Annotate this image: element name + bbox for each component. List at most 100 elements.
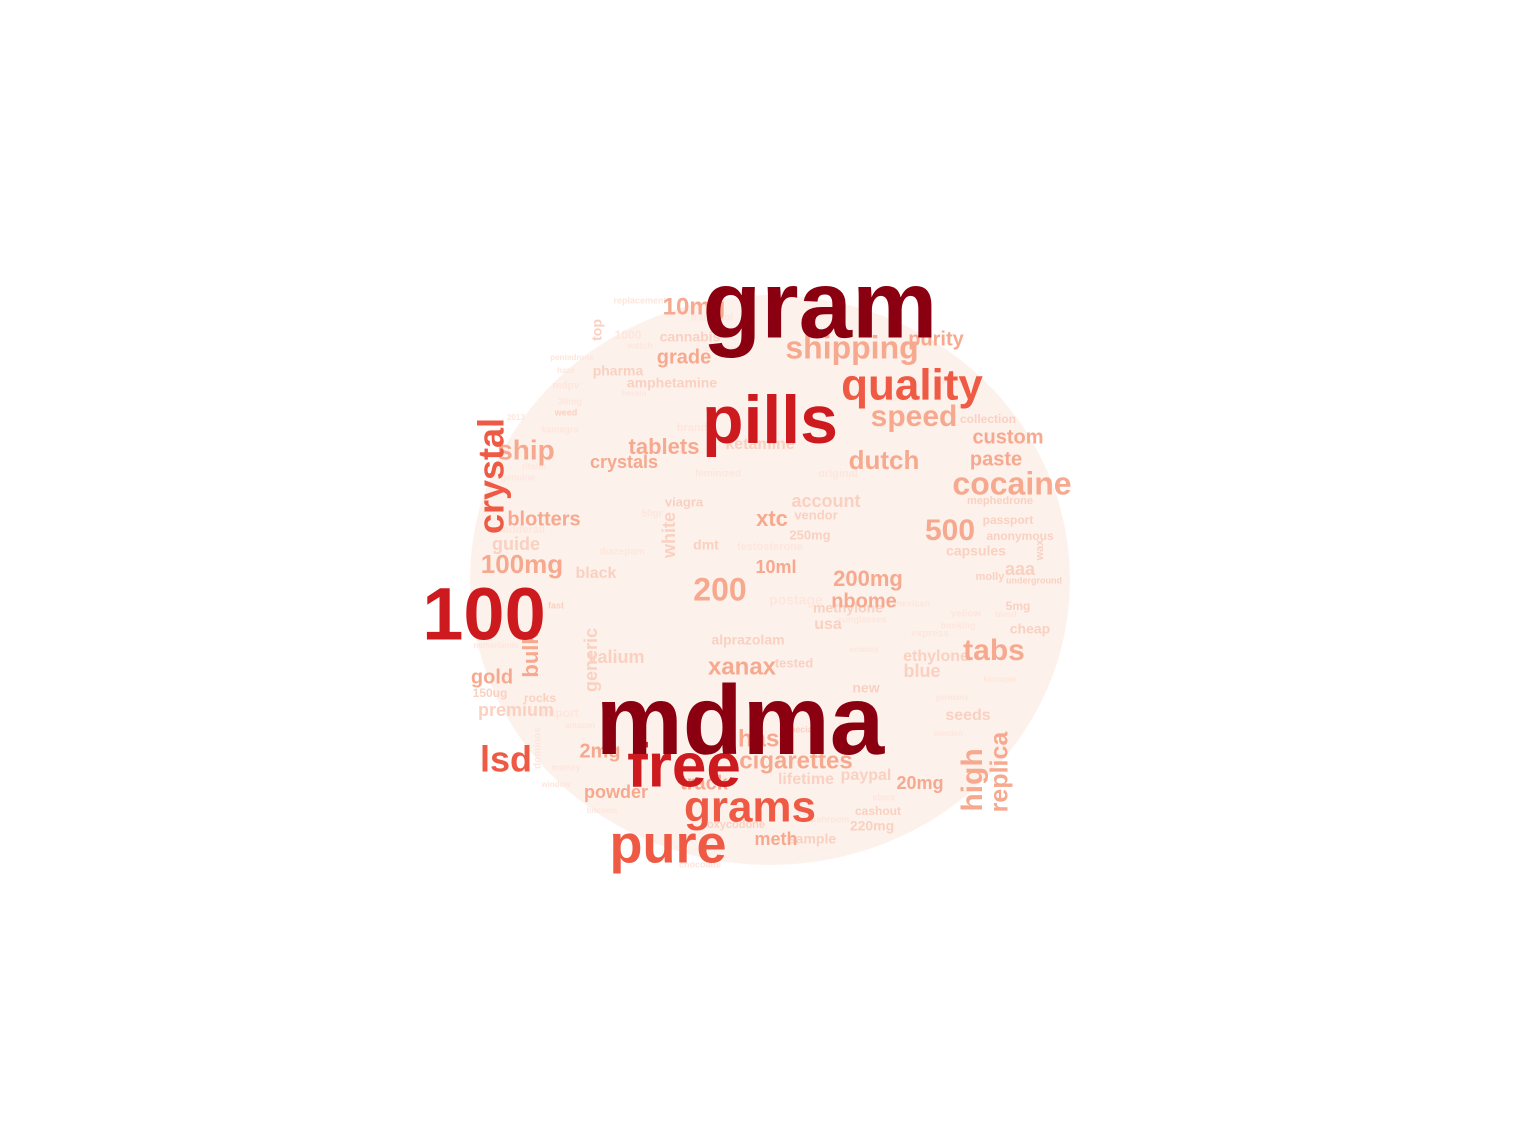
cloud-word-vendor: vendor [794, 507, 837, 522]
cloud-word-dominos: dominos [533, 727, 544, 769]
cloud-word-tabs: tabs [963, 634, 1025, 667]
cloud-word-cashout: cashout [855, 804, 901, 818]
cloud-word-lifetime: lifetime [778, 771, 834, 788]
cloud-word-cheap: cheap [1010, 621, 1050, 637]
cloud-word-wax: wax [1034, 539, 1046, 562]
cloud-word-mephedrone: mephedrone [967, 495, 1033, 507]
cloud-word-germany: germany [935, 693, 969, 702]
cloud-word-yellow: yellow [951, 609, 982, 620]
cloud-word-black: black [576, 565, 617, 582]
cloud-word-fast: fast [548, 600, 564, 610]
cloud-word-watch: watch [626, 340, 653, 350]
cloud-word-50gr: 50gr [641, 509, 662, 520]
cloud-word-20mg: 20mg [896, 773, 943, 793]
cloud-word-free: free [627, 731, 741, 800]
cloud-word-brand: brand [677, 422, 708, 434]
cloud-word-200: 200 [693, 571, 746, 607]
cloud-word-2mg: 2mg [579, 740, 620, 762]
cloud-word-paypal: paypal [841, 767, 892, 784]
cloud-word-feminized: feminized [695, 469, 741, 480]
cloud-word-adderall: adderall [503, 524, 545, 536]
cloud-word-methylone: methylone [813, 600, 883, 616]
cloud-word-aaa: aaa [1005, 559, 1036, 579]
cloud-word-blue: blue [903, 661, 940, 681]
cloud-word-klonopin: klonopin [983, 675, 1016, 684]
cloud-word-10mg: 10mg [663, 293, 726, 320]
cloud-word-high: high [956, 748, 989, 811]
cloud-word-capsules: capsules [946, 543, 1006, 559]
cloud-word-underground: underground [1006, 575, 1062, 585]
cloud-word-100: 100 [422, 573, 545, 656]
cloud-word-tramadol: tramadol [691, 313, 733, 324]
cloud-word-cocaine: cocaine [952, 465, 1071, 501]
cloud-word-passport: passport [983, 513, 1034, 527]
cloud-word-powder: powder [584, 782, 648, 802]
cloud-word-express: express [911, 629, 949, 640]
cloud-word-diazepam: diazepam [599, 547, 645, 558]
cloud-word-books: books [839, 720, 866, 730]
cloud-word-30mg: 30mg [558, 396, 582, 406]
cloud-word-crystals: crystals [590, 452, 658, 472]
cloud-word-amazon: amazon [565, 721, 595, 730]
cloud-word-sunglasses: sunglasses [837, 614, 886, 624]
cloud-word-blend: blend [995, 610, 1016, 619]
cloud-word-mushroom: mushroom [803, 814, 850, 824]
cloud-word-10ml: 10ml [755, 557, 796, 577]
cloud-word-dmt: dmt [693, 537, 719, 553]
cloud-word-mdpv: mdpv [553, 381, 580, 392]
cloud-word-xanax: xanax [708, 653, 777, 680]
cloud-word-ketamine: ketamine [725, 436, 794, 453]
cloud-word-weed: weed [554, 407, 578, 417]
cloud-word-anonymous: anonymous [986, 529, 1054, 543]
cloud-word-150ug: 150ug [473, 686, 508, 700]
cloud-word-gram: gram [703, 251, 938, 358]
cloud-word-220mg: 220mg [850, 818, 894, 834]
cloud-word-alprazolam: alprazolam [711, 632, 784, 648]
cloud-word-pure: pure [609, 814, 726, 874]
cloud-word-generic: generic [581, 628, 601, 692]
cloud-word-shipping: shipping [785, 329, 918, 365]
cloud-word-oxycodone: oxycodone [707, 819, 765, 831]
cloud-word-rocks: rocks [524, 691, 556, 705]
cloud-word-netherlands: netherlands [473, 641, 519, 650]
cloud-word-sample: sample [788, 831, 836, 847]
cloud-word-pills: pills [702, 382, 838, 458]
cloud-word-booking: booking [941, 620, 976, 630]
cloud-word-heroin: heroin [622, 389, 647, 398]
cloud-word-custom: custom [972, 426, 1043, 448]
cloud-word-xtc: xtc [756, 506, 788, 531]
cloud-word-mdma: mdma [596, 665, 886, 775]
cloud-word-valium: valium [587, 647, 644, 667]
cloud-word-speed: speed [871, 400, 958, 433]
cloud-word-genuine: genuine [501, 472, 536, 482]
cloud-word-amphetamine: amphetamine [627, 375, 717, 391]
cloud-word-mexican: mexican [894, 598, 930, 608]
cloud-word-sweden: sweden [933, 729, 962, 738]
cloud-word-collection: collection [960, 412, 1016, 426]
cloud-word-gold: gold [471, 666, 513, 688]
cloud-word-chocolate: chocolate [679, 859, 721, 869]
cloud-word-cigarettes: cigarettes [739, 747, 852, 774]
cloud-word-top: top [589, 319, 605, 341]
cloud-word-wonderland: wonderland [873, 394, 919, 403]
cloud-word-tablets: tablets [629, 434, 700, 459]
cloud-word-5mg: 5mg [1006, 599, 1031, 613]
cloud-word-white: white [659, 512, 679, 559]
cloud-word-hash: hash [738, 725, 794, 752]
cloud-word-lsd: lsd [480, 739, 532, 780]
cloud-word-crystal: crystal [471, 418, 512, 534]
cloud-word-viagra: viagra [665, 494, 704, 509]
cloud-word-meth: meth [754, 829, 797, 849]
cloud-word-ecstasy: ecstasy [849, 645, 879, 654]
cloud-word-kamagra: kamagra [541, 424, 579, 434]
cloud-word-250mg: 250mg [789, 527, 830, 542]
cloud-word-bulk: bulk [518, 632, 543, 678]
cloud-word-money: money [551, 762, 580, 772]
cloud-word-blotters: blotters [507, 508, 580, 530]
cloud-word-pfizer: pfizer [942, 374, 967, 384]
cloud-word-window: window [540, 780, 571, 789]
cloud-word-cannabis: cannabis [660, 329, 721, 345]
cloud-word-molly: molly [976, 571, 1006, 583]
cloud-word-haze: haze [557, 366, 575, 375]
